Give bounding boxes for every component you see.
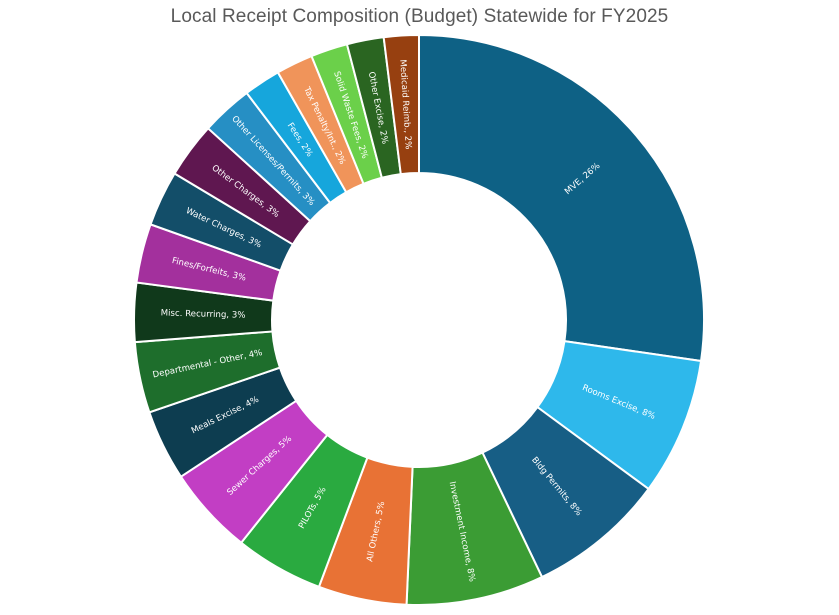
donut-slice — [418, 33, 705, 363]
chart-title: Local Receipt Composition (Budget) State… — [170, 6, 669, 27]
donut-slice — [382, 33, 420, 176]
slice-label: Misc. Recurring, 3% — [161, 308, 246, 320]
